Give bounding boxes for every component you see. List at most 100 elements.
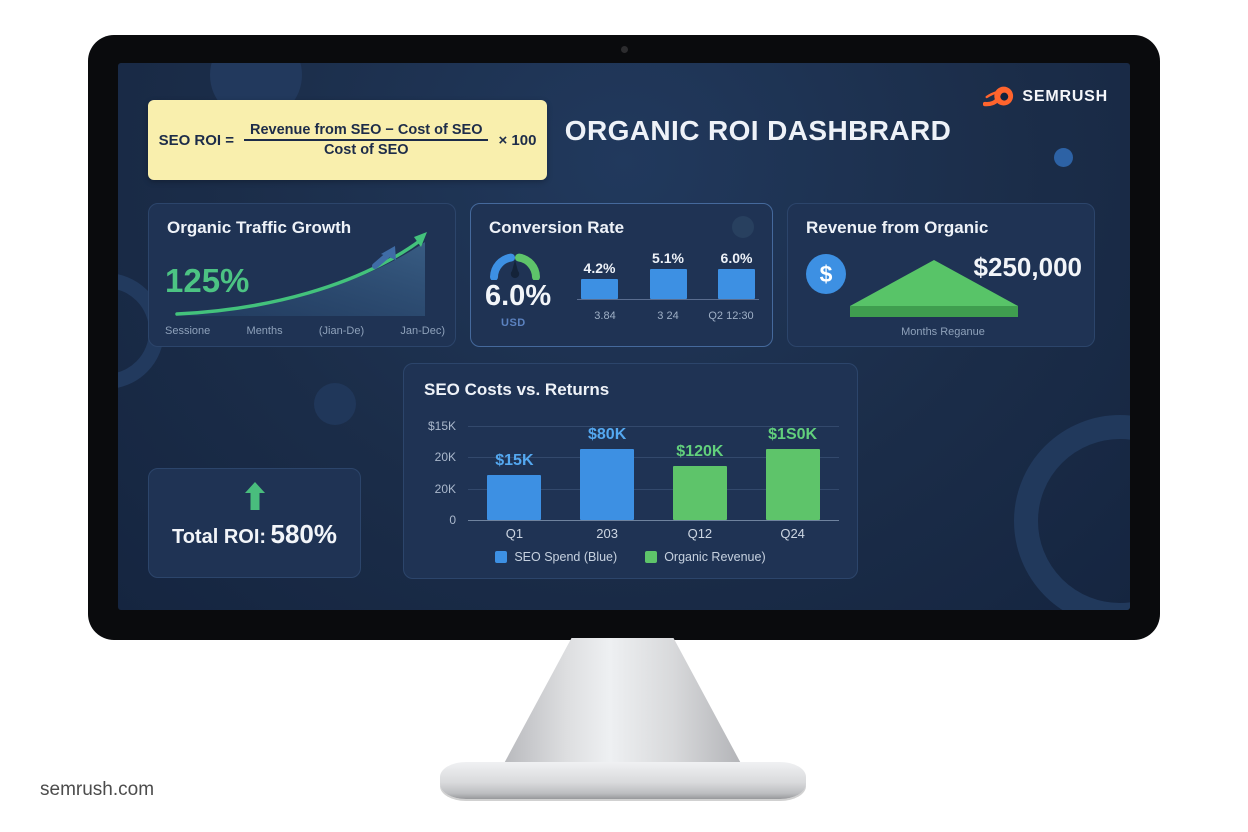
bar-group: 5.1% bbox=[649, 250, 687, 299]
bar-group: $1S0K bbox=[746, 426, 839, 520]
seo-chart-y-axis: $15K 20K 20K 0 bbox=[420, 419, 462, 527]
revenue-from-organic-card: Revenue from Organic $ $250,000 Months R… bbox=[787, 203, 1095, 347]
seo-chart-x-labels: Q1 203 Q12 Q24 bbox=[468, 526, 839, 541]
bar bbox=[487, 474, 542, 520]
revenue-value: $250,000 bbox=[973, 252, 1082, 282]
x-tick-label: Jan-Dec) bbox=[400, 325, 445, 337]
conversion-rate-card: Conversion Rate 6.0% USD 4.2% 5.1% 6.0% 3.… bbox=[470, 203, 773, 347]
total-roi-label: Total ROI: bbox=[171, 526, 267, 548]
x-tick-label: Q2 12:30 bbox=[708, 310, 754, 322]
bar bbox=[581, 279, 618, 299]
semrush-logo: SEMRUSH bbox=[983, 84, 1108, 110]
seo-roi-formula-card: SEO ROI = Revenue from SEO − Cost of SEO… bbox=[148, 100, 547, 180]
legend-swatch bbox=[645, 551, 658, 563]
seo-costs-vs-returns-card: SEO Costs vs. Returns $15K 20K 20K 0 $15K $8… bbox=[403, 363, 858, 579]
card-title: Conversion Rate bbox=[489, 218, 625, 237]
bar bbox=[649, 269, 687, 299]
watermark-text: semrush.com bbox=[40, 779, 155, 800]
y-tick-label: $15K bbox=[427, 419, 456, 433]
dashboard-screen: SEO ROI = Revenue from SEO − Cost of SEO… bbox=[118, 63, 1130, 610]
x-tick-label: Q1 bbox=[505, 526, 524, 541]
traffic-growth-value: 125% bbox=[165, 262, 250, 299]
legend-swatch bbox=[495, 551, 508, 563]
fraction-bar bbox=[244, 139, 489, 141]
page-title: ORGANIC ROI DASHBRARD bbox=[564, 115, 952, 146]
monitor-bezel: SEO ROI = Revenue from SEO − Cost of SEO… bbox=[88, 35, 1160, 640]
x-axis-line bbox=[468, 519, 839, 521]
bar-group: $80K bbox=[561, 426, 654, 520]
y-tick-label: 0 bbox=[449, 513, 456, 527]
legend-item: SEO Spend (Blue) bbox=[495, 550, 617, 564]
conversion-rate-unit: USD bbox=[501, 317, 526, 329]
x-tick-label: 3.84 bbox=[594, 310, 616, 322]
arrow-up-right-icon bbox=[414, 232, 427, 247]
gridline bbox=[468, 426, 839, 427]
formula-lhs: SEO ROI = bbox=[158, 131, 235, 149]
bar-value-label: $1S0K bbox=[768, 426, 818, 443]
formula-numerator: Revenue from SEO − Cost of SEO bbox=[250, 122, 483, 139]
card-title: Organic Traffic Growth bbox=[167, 218, 352, 237]
traffic-growth-line-chart bbox=[175, 232, 427, 316]
bar-value-label: $120K bbox=[676, 443, 724, 461]
traffic-x-labels: Sessione Menths (Jian-De) Jan-Dec) bbox=[165, 325, 445, 337]
decor-ring bbox=[1014, 415, 1130, 610]
gauge-icon bbox=[490, 253, 540, 280]
conversion-bars: 4.2% 5.1% 6.0% bbox=[577, 250, 759, 300]
arrow-up-icon bbox=[244, 482, 265, 510]
x-tick-label: (Jian-De) bbox=[318, 325, 365, 337]
x-tick-label: Q24 bbox=[780, 526, 805, 541]
x-tick-label: Q12 bbox=[687, 526, 713, 541]
revenue-x-label: Months Reganue bbox=[901, 326, 985, 338]
bar-group: $120K bbox=[654, 426, 747, 520]
bar-value-label: $80K bbox=[588, 426, 627, 443]
formula-fraction: Revenue from SEO − Cost of SEO Cost of S… bbox=[244, 121, 489, 159]
dollar-icon: $ bbox=[806, 254, 846, 294]
bar-value-label: 4.2% bbox=[583, 260, 616, 277]
dollar-glyph: $ bbox=[819, 260, 833, 287]
y-tick-label: 20K bbox=[434, 450, 456, 465]
seo-chart-plot-area: $15K $80K $120K $1S0K bbox=[468, 426, 839, 521]
bar-group: $15K bbox=[468, 426, 561, 520]
bar bbox=[580, 449, 635, 520]
legend-label: Organic Revenue) bbox=[664, 550, 766, 564]
total-roi-value: 580% bbox=[270, 519, 338, 549]
bar-value-label: 6.0% bbox=[720, 250, 753, 266]
x-tick-label: Sessione bbox=[165, 325, 211, 337]
x-tick-label: Menths bbox=[246, 325, 283, 337]
x-tick-label: 203 bbox=[596, 526, 618, 541]
decor-circle bbox=[314, 383, 356, 425]
formula-multiplier: × 100 bbox=[498, 131, 537, 149]
monitor-stand-base bbox=[440, 762, 806, 799]
organic-traffic-growth-card: Organic Traffic Growth bbox=[148, 203, 456, 347]
gridline bbox=[468, 488, 839, 490]
chart-title: SEO Costs vs. Returns bbox=[424, 380, 610, 399]
webcam-icon bbox=[621, 46, 628, 53]
bar-group: 6.0% bbox=[718, 250, 755, 299]
revenue-triangle-icon bbox=[850, 260, 1018, 317]
conversion-rate-value: 6.0% bbox=[485, 280, 552, 312]
total-roi-card: Total ROI: 580% bbox=[148, 468, 361, 578]
decor-circle bbox=[732, 216, 754, 238]
semrush-logo-icon bbox=[983, 86, 1014, 107]
gridline bbox=[468, 457, 839, 459]
formula-denominator: Cost of SEO bbox=[323, 141, 409, 158]
legend-item: Organic Revenue) bbox=[645, 550, 766, 564]
bar-value-label: $15K bbox=[495, 451, 534, 469]
brand-name: SEMRUSH bbox=[1022, 88, 1108, 105]
seo-chart-plot: $15K 20K 20K 0 $15K $80K $120K $1S0K bbox=[420, 419, 839, 527]
y-tick-label: 20K bbox=[434, 481, 456, 496]
card-title: Revenue from Organic bbox=[806, 218, 989, 237]
arrow-up-right-icon bbox=[372, 246, 396, 269]
conversion-bar-chart: 4.2% 5.1% 6.0% 3.84 3 24 Q2 12:30 bbox=[577, 248, 759, 322]
conversion-x-labels: 3.84 3 24 Q2 12:30 bbox=[577, 310, 759, 322]
total-roi-line: Total ROI: 580% bbox=[149, 519, 360, 550]
bar bbox=[672, 466, 727, 520]
bar-value-label: 5.1% bbox=[652, 250, 684, 266]
decor-dot-blue bbox=[1054, 148, 1073, 167]
seo-chart-legend: SEO Spend (Blue) Organic Revenue) bbox=[404, 550, 857, 564]
bar bbox=[718, 269, 755, 299]
x-tick-label: 3 24 bbox=[657, 310, 679, 322]
legend-label: SEO Spend (Blue) bbox=[514, 550, 618, 564]
seo-chart-bars: $15K $80K $120K $1S0K bbox=[468, 426, 839, 520]
